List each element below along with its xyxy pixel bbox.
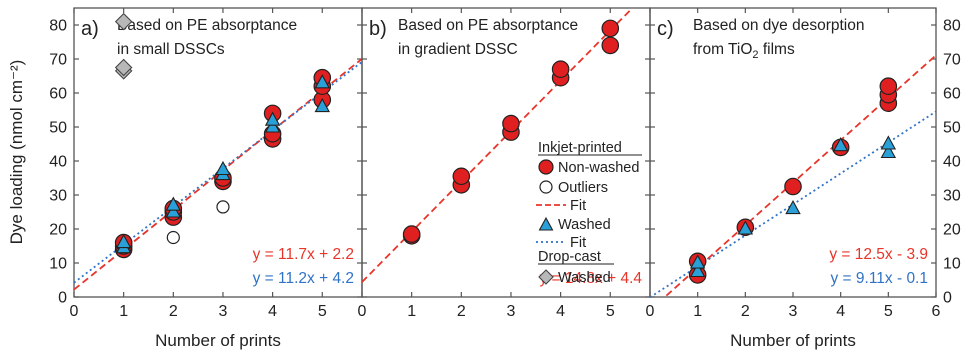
x-tick-label: 2: [741, 303, 750, 320]
data-point-outlier: [166, 230, 180, 245]
y-tick-label: 40: [943, 154, 961, 171]
data-point-washed: [314, 97, 331, 113]
y-tick-label: 70: [943, 52, 961, 69]
legend-marker-outliers: [539, 180, 553, 194]
fit-equation: y = 12.5x - 3.9: [829, 246, 928, 263]
y-tick-label: 0: [943, 290, 952, 307]
x-tick-label: 2: [169, 303, 178, 320]
panel-title-line: Based on dye desorption: [693, 17, 864, 34]
y-tick-label: 10: [943, 256, 961, 273]
data-point-non-washed: [402, 225, 421, 243]
data-point-washed: [880, 135, 897, 150]
x-tick-label: 4: [268, 303, 277, 320]
data-point-non-washed: [452, 167, 471, 186]
data-point-non-washed: [551, 60, 570, 78]
data-point-washed: [689, 262, 706, 278]
legend-label-fit-red: Fit: [570, 198, 586, 214]
y-axis-label: Dye loading (nmol cm⁻²): [7, 60, 26, 245]
y-tick-label: 20: [943, 222, 961, 239]
panel-title-line: Based on PE absorptance: [117, 17, 297, 34]
y-tick-label: 70: [49, 52, 67, 69]
legend: Inkjet-printed Non-washed Outliers Fit Washe…: [536, 140, 642, 286]
data-point-washed: [737, 220, 754, 235]
data-point-washed: [264, 111, 281, 126]
x-tick-label: 3: [789, 303, 798, 320]
panel-title-line: from TiO2 films: [693, 41, 795, 61]
panel-title-line: Based on PE absorptance: [398, 17, 578, 34]
data-point-washed: [832, 137, 849, 152]
data-point-non-washed: [784, 177, 802, 196]
x-axis-label: Number of prints: [155, 331, 281, 350]
legend-heading-dropcast: Drop-cast: [538, 249, 601, 265]
fit-equation: y = 14.8x + 4.4: [539, 270, 642, 287]
legend-heading-inkjet: Inkjet-printed: [538, 140, 622, 156]
legend-marker-dropcast: [538, 269, 554, 285]
y-tick-label: 60: [943, 86, 961, 103]
x-tick-label: 1: [407, 303, 416, 320]
data-point-dropcast: [114, 58, 133, 77]
legend-label-outliers: Outliers: [558, 180, 608, 196]
data-point-washed: [314, 74, 331, 89]
x-tick-label: 5: [884, 303, 893, 320]
fit-equation: y = 9.11x - 0.1: [830, 270, 928, 287]
y-tick-label: 30: [49, 188, 67, 205]
x-tick-label: 2: [457, 303, 466, 320]
x-tick-label: 0: [70, 303, 79, 320]
x-tick-label: 4: [836, 303, 845, 320]
x-tick-label: 0: [358, 303, 367, 320]
y-tick-label: 0: [58, 290, 67, 307]
x-tick-label: 6: [932, 303, 941, 320]
x-tick-label: 0: [646, 303, 655, 320]
data-point-washed: [689, 254, 706, 269]
data-point-non-washed: [601, 19, 620, 38]
data-point-washed: [165, 196, 182, 211]
fit-equation: y = 11.7x + 2.2: [253, 246, 354, 263]
y-tick-label: 80: [943, 18, 961, 35]
x-tick-label: 5: [606, 303, 615, 320]
y-tick-label: 20: [49, 222, 67, 239]
data-point-non-washed: [601, 36, 620, 55]
y-tick-label: 60: [49, 86, 67, 103]
y-tick-label: 10: [49, 256, 67, 273]
panel-title-line: in gradient DSSC: [398, 41, 518, 58]
data-point-washed: [785, 199, 801, 215]
data-point-washed: [880, 143, 897, 159]
data-point-washed: [115, 233, 132, 249]
panel-label: b): [369, 18, 387, 40]
fit-equation: y = 11.2x + 4.2: [253, 270, 354, 287]
x-tick-label: 3: [507, 303, 516, 320]
data-point-outlier: [216, 200, 230, 214]
y-tick-label: 40: [49, 154, 67, 171]
y-tick-label: 80: [49, 18, 67, 35]
data-point-dropcast: [114, 12, 133, 31]
legend-label-washed: Washed: [558, 217, 611, 233]
x-tick-label: 5: [318, 303, 327, 320]
panel-label: c): [657, 18, 674, 40]
y-tick-label: 50: [49, 120, 67, 137]
panel-label: a): [81, 18, 99, 40]
x-tick-label: 3: [219, 303, 228, 320]
data-point-non-washed: [879, 77, 898, 95]
data-point-washed: [215, 160, 231, 176]
x-tick-label: 1: [693, 303, 702, 320]
legend-label-dropcast-washed: Washed: [558, 270, 611, 286]
legend-marker-non-washed: [538, 159, 554, 175]
x-tick-label: 1: [119, 303, 128, 320]
y-tick-label: 50: [943, 120, 961, 137]
x-tick-label: 4: [556, 303, 565, 320]
panel-b: 0 1 2 3 4 5 b) Based on PE absorptance in gradie…: [358, 7, 651, 320]
y-tick-label: 30: [943, 188, 961, 205]
data-point-non-washed: [502, 114, 520, 133]
legend-label-non-washed: Non-washed: [558, 160, 639, 176]
x-axis-label: Number of prints: [730, 331, 856, 350]
legend-label-fit-blue: Fit: [570, 235, 586, 251]
legend-marker-washed: [538, 216, 554, 231]
panel-title-line: in small DSSCs: [117, 41, 225, 58]
